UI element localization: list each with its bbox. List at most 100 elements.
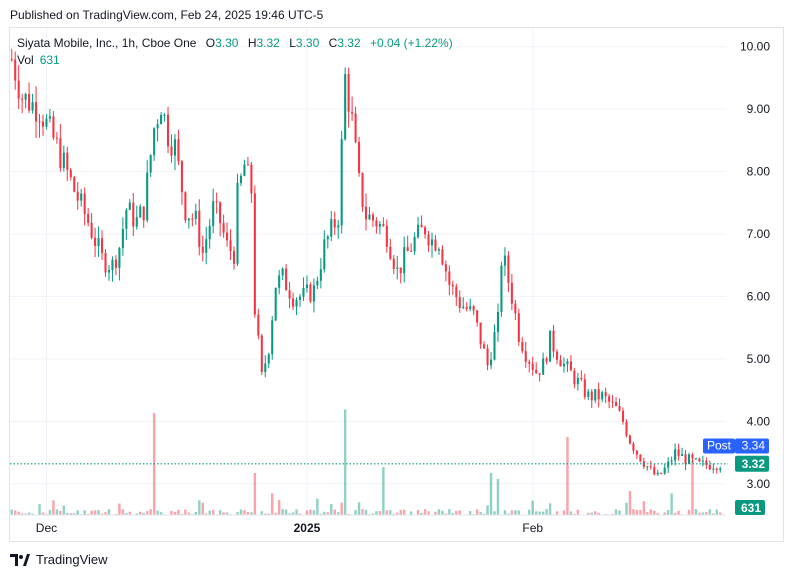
volume-bar [93, 510, 97, 515]
candle-body [476, 310, 479, 323]
candle-body [226, 232, 229, 241]
candle-body [305, 284, 308, 289]
candle-body [31, 102, 34, 111]
tradingview-logo-icon [10, 553, 30, 566]
grid-layer [10, 28, 726, 515]
candle-body [597, 389, 600, 400]
volume-bar [104, 512, 107, 515]
post-label: Post [707, 439, 732, 453]
volume-bar [489, 473, 493, 515]
post-price-label: 3.34 [742, 439, 766, 453]
volume-bar [642, 501, 646, 515]
volume-bar [437, 509, 441, 515]
volume-bar [90, 510, 93, 515]
candle-body [587, 391, 590, 397]
candle-body [535, 369, 538, 374]
volume-bar [701, 512, 705, 515]
volume-bar [97, 510, 100, 515]
volume-bar [211, 509, 215, 515]
candle-body [434, 239, 437, 251]
volume-bar [48, 510, 52, 515]
candle-body [573, 370, 576, 384]
volume-bar [284, 509, 288, 515]
candle-body [361, 173, 364, 207]
candle-body [111, 259, 114, 270]
candle-body [594, 389, 597, 401]
volume-bar [653, 510, 656, 515]
candle-body [267, 354, 270, 364]
volume-bar [118, 503, 121, 515]
candle-body [674, 449, 677, 461]
volume-bar [201, 502, 204, 515]
volume-bar [253, 473, 257, 515]
volume-bar [340, 502, 343, 515]
chart-frame [9, 27, 784, 542]
volume-bar [434, 511, 437, 515]
volume-bar [239, 509, 243, 515]
volume-bar [517, 510, 521, 515]
legend-ohlc-row: Siyata Mobile, Inc., 1h, Cboe One O3.30 … [17, 35, 453, 52]
candle-body [493, 332, 496, 360]
volume-bar [396, 512, 399, 515]
candle-body [531, 363, 534, 370]
candle-body [552, 330, 555, 352]
candle-body [149, 155, 152, 173]
candle-body [392, 258, 395, 269]
candle-body [417, 224, 420, 238]
candle-body [156, 124, 159, 129]
candle-body [368, 214, 371, 220]
close-label: C [328, 36, 338, 50]
candle-body [715, 468, 718, 471]
candle-body [285, 268, 288, 291]
candle-body [302, 288, 305, 297]
candle-body [243, 164, 246, 176]
candle-body [399, 267, 402, 274]
volume-bar [719, 512, 722, 515]
volume-bar [364, 509, 368, 515]
candle-body [191, 218, 194, 220]
volume-bar [573, 513, 576, 515]
candle-body [253, 193, 256, 315]
brand-name: TradingView [36, 552, 108, 567]
candle-body [653, 467, 656, 475]
volume-bar [159, 512, 163, 515]
volume-bar [246, 511, 250, 515]
candle-body [128, 202, 131, 210]
candle-body [618, 406, 621, 411]
volume-bar [354, 510, 357, 515]
candle-body [278, 275, 281, 288]
legend-volume-row: Vol 631 [17, 52, 453, 69]
candle-body [337, 225, 340, 228]
candle-body [684, 454, 687, 464]
volume-bar [597, 512, 600, 515]
volume-bar [385, 510, 389, 515]
candle-body [437, 249, 440, 251]
candle-body [382, 223, 385, 226]
volume-bar [250, 512, 253, 515]
candle-body [538, 373, 541, 375]
candle-body [719, 468, 722, 471]
candle-body [59, 138, 62, 169]
high-label: H [247, 36, 257, 50]
volume-bar [17, 511, 20, 515]
candle-body [701, 460, 704, 462]
candle-body [590, 391, 593, 401]
y-tick-label: 9.00 [747, 102, 771, 116]
candle-body [107, 269, 111, 273]
candle-body [479, 322, 482, 345]
footer-brand[interactable]: TradingView [10, 552, 108, 567]
candle-body [698, 458, 701, 462]
candle-body [462, 306, 465, 308]
volume-bar [10, 509, 13, 515]
volume-bar [114, 513, 118, 515]
volume-bar [218, 510, 222, 515]
volume-bar [316, 498, 319, 515]
volume-bar [451, 513, 455, 515]
volume-bar [149, 509, 152, 515]
candle-body [316, 280, 319, 286]
candle-body [687, 454, 691, 464]
candle-body [340, 139, 343, 226]
volume-bar [698, 512, 701, 515]
volume-bar [281, 509, 284, 515]
